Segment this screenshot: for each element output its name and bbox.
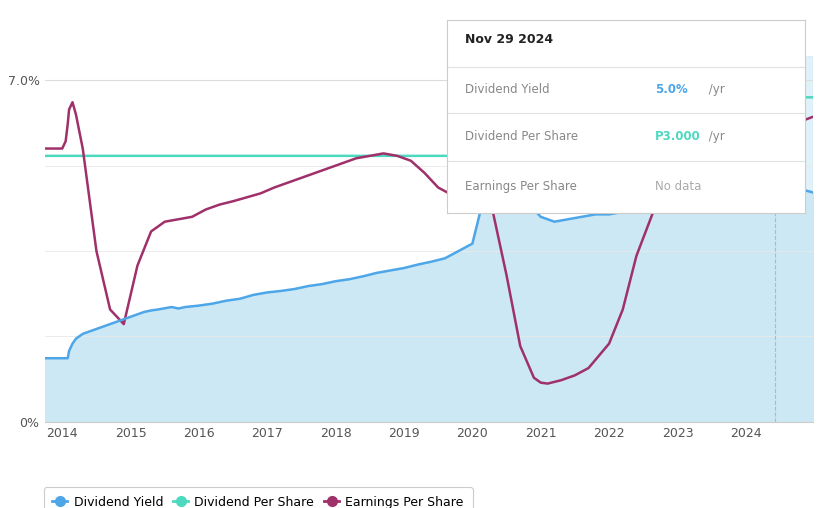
- Text: Earnings Per Share: Earnings Per Share: [466, 180, 577, 193]
- Text: Dividend Yield: Dividend Yield: [466, 83, 550, 97]
- Text: P3.000: P3.000: [654, 130, 700, 143]
- Text: Nov 29 2024: Nov 29 2024: [466, 33, 553, 46]
- Text: /yr: /yr: [704, 83, 724, 97]
- Text: /yr: /yr: [704, 130, 724, 143]
- Text: Dividend Per Share: Dividend Per Share: [466, 130, 579, 143]
- Text: 5.0%: 5.0%: [654, 83, 687, 97]
- Text: Past: Past: [777, 67, 800, 77]
- Text: No data: No data: [654, 180, 701, 193]
- Legend: Dividend Yield, Dividend Per Share, Earnings Per Share: Dividend Yield, Dividend Per Share, Earn…: [44, 487, 473, 508]
- Bar: [774, 56, 813, 422]
